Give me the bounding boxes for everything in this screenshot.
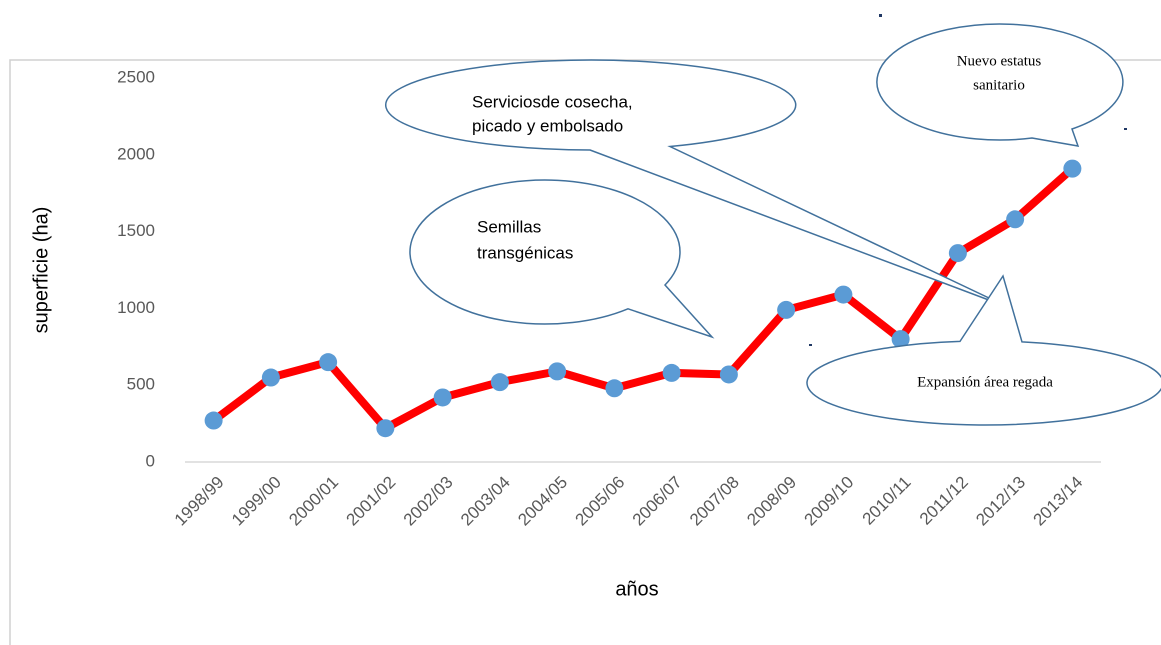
stray-dot [879,14,882,17]
annotation-text: Serviciosde cosecha, [472,92,633,111]
y-tick-label: 1500 [117,221,155,240]
x-axis-title: años [615,578,658,600]
x-tick-label: 1998/99 [171,473,228,530]
y-tick-label: 2500 [117,67,155,86]
annotation-text: Nuevo estatus [957,53,1042,69]
annotation-text: Semillas [477,217,541,236]
data-point [662,363,681,382]
annotation-text: Expansión área regada [917,374,1053,390]
stray-dot [1124,128,1127,130]
y-tick-label: 2000 [117,144,155,163]
y-axis-title: superficie (ha) [30,207,52,334]
x-tick-label: 2002/03 [400,473,457,530]
data-point [777,300,796,319]
data-point [490,373,509,392]
y-tick-label: 0 [146,451,155,470]
data-point [319,353,338,372]
data-point [204,411,223,430]
x-tick-label: 2011/12 [916,473,972,529]
x-tick-label: 2004/05 [514,473,571,530]
y-tick-label: 500 [127,375,155,394]
x-tick-label: 2005/06 [571,473,628,530]
data-point [548,362,567,381]
y-tick-label: 1000 [117,298,155,317]
stray-dot [809,344,812,346]
x-tick-label: 2013/14 [1029,473,1086,530]
x-tick-label: 2009/10 [800,473,857,530]
data-point [605,379,624,398]
callout [806,274,1161,426]
data-point [261,368,280,387]
series-line [211,165,1076,433]
annotation-text: picado y embolsado [472,116,623,135]
x-tick-label: 2010/11 [859,473,915,529]
data-point [376,419,395,438]
callout [409,179,715,339]
x-tick-label: 2001/02 [342,473,399,530]
x-tick-label: 2000/01 [285,473,342,530]
callout [384,59,1011,309]
chart-frame [9,59,1161,645]
data-point [719,365,738,384]
x-tick-label: 2008/09 [743,473,800,530]
data-point [948,244,967,263]
data-point [891,330,910,349]
annotation-text: sanitario [973,77,1025,93]
data-point [1006,210,1025,229]
annotation-text: transgénicas [477,243,573,262]
x-tick-label: 2003/04 [457,473,514,530]
x-tick-label: 2012/13 [972,473,1029,530]
x-tick-label: 2007/08 [686,473,743,530]
data-point [834,285,853,304]
data-point [1063,159,1082,178]
data-point [433,388,452,407]
x-tick-label: 1999/00 [228,473,285,530]
x-tick-label: 2006/07 [629,473,686,530]
callout [876,23,1124,147]
